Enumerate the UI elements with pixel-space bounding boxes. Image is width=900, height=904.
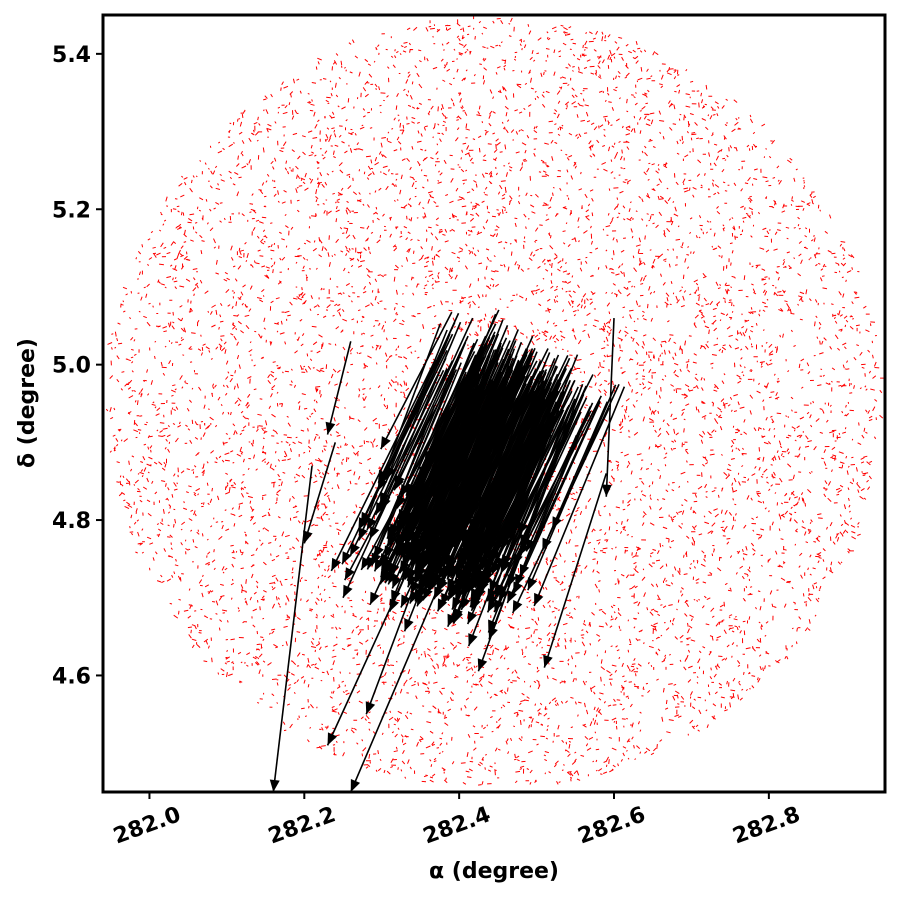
cluster-arrow [442, 362, 515, 518]
x-tick-label: 282.2 [265, 802, 339, 849]
outlier-arrow [303, 442, 337, 544]
y-tick-label: 4.8 [52, 509, 91, 534]
cluster-arrow [466, 403, 557, 591]
outlier-arrow [269, 465, 313, 792]
cluster-arrow [438, 347, 504, 504]
cluster-arrow [467, 354, 525, 499]
y-tick-label: 5.4 [52, 43, 91, 68]
outlier-arrow [342, 496, 391, 599]
cluster-arrow [442, 360, 520, 540]
cluster-arrow [512, 402, 601, 595]
cluster-arrow [330, 359, 437, 572]
outlier-arrow [601, 317, 615, 497]
x-tick-label: 282.8 [730, 802, 804, 849]
cluster-arrow [366, 351, 462, 570]
x-tick-label: 282.6 [575, 802, 649, 849]
cluster-arrow [447, 391, 552, 595]
cluster-arrow [551, 383, 620, 530]
y-tick-label: 5.0 [52, 354, 91, 379]
cluster-arrow [478, 393, 551, 557]
cluster-arrow [460, 390, 536, 548]
cluster-arrow [467, 455, 543, 647]
cluster-arrow [500, 434, 567, 572]
x-tick-label: 282.0 [110, 802, 184, 849]
outlier-arrow [325, 341, 352, 435]
outlier-arrow [365, 527, 437, 715]
y-tick-label: 5.2 [52, 198, 91, 223]
outlier-arrow [326, 558, 414, 746]
cluster-arrow [459, 406, 538, 561]
x-axis-label: α (degree) [429, 859, 559, 884]
y-axis-label: δ (degree) [15, 338, 40, 468]
y-axis: 4.6 4.8 5.0 5.2 5.4 [52, 43, 103, 689]
cluster-arrow [349, 357, 447, 557]
cluster-arrow [446, 368, 537, 571]
cluster-arrow [405, 403, 479, 556]
cluster-arrow [464, 387, 551, 561]
cluster-arrow [357, 333, 454, 531]
outlier-arrow [350, 574, 445, 792]
cluster-arrow [403, 380, 466, 524]
cluster-arrow [380, 311, 453, 450]
cluster-arrow [487, 412, 575, 633]
cluster-arrow [479, 419, 551, 587]
cluster-arrow [409, 336, 491, 500]
cluster-arrow [388, 371, 467, 576]
x-axis: 282.0 282.2 282.4 282.6 282.8 [110, 792, 804, 850]
x-tick-label: 282.4 [420, 802, 494, 849]
cluster-arrow [377, 353, 441, 492]
cluster-arrow [457, 371, 547, 587]
outlier-arrow [543, 473, 608, 668]
y-tick-label: 4.6 [52, 664, 91, 689]
plot-frame [101, 13, 887, 794]
cluster-arrow [366, 369, 445, 531]
cluster-arrow [373, 373, 456, 559]
cluster-arrow [506, 386, 579, 541]
cluster-arrows-series [269, 309, 626, 792]
